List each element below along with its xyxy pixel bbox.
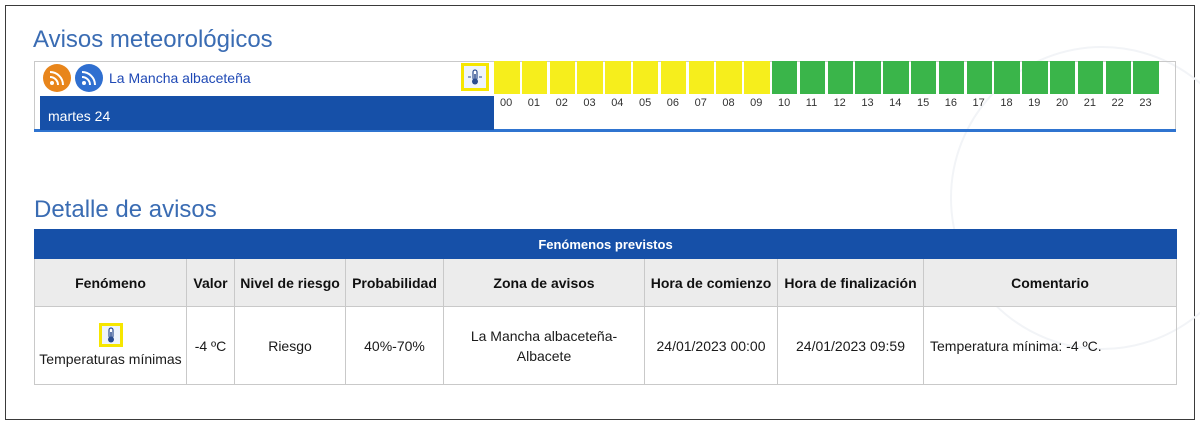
avisos-title: Avisos meteorológicos: [33, 26, 273, 53]
hour-cell-02[interactable]: [549, 61, 576, 94]
hour-cell-12[interactable]: [827, 61, 854, 94]
cell-valor: -4 ºC: [186, 306, 235, 385]
zone-link[interactable]: La Mancha albaceteña: [109, 70, 251, 86]
header-comentario: Comentario: [923, 258, 1177, 307]
header-valor: Valor: [186, 258, 235, 307]
header-nivel: Nivel de riesgo: [234, 258, 346, 307]
hour-cell-22[interactable]: [1105, 61, 1132, 94]
hour-label: 14: [889, 97, 902, 109]
hour-label: 10: [777, 97, 791, 109]
hour-label: 16: [944, 97, 957, 109]
header-comienzo: Hora de comienzo: [644, 258, 778, 307]
hour-cell-06[interactable]: [660, 61, 687, 94]
hour-label: 03: [583, 97, 596, 109]
hour-cell-07[interactable]: [688, 61, 715, 94]
hour-label: 02: [555, 97, 568, 109]
detalle-title: Detalle de avisos: [34, 196, 217, 223]
hour-cell-03[interactable]: [577, 61, 603, 94]
cell-zona: La Mancha albaceteña-Albacete: [443, 306, 645, 385]
hour-label: 00: [500, 97, 513, 109]
hour-cell-20[interactable]: [1049, 61, 1076, 94]
hour-cell-05[interactable]: [632, 61, 659, 94]
hour-label: 22: [1111, 97, 1124, 109]
fenomeno-label: Temperaturas mínimas: [39, 350, 182, 367]
hour-cell-10[interactable]: [771, 61, 798, 94]
day-bar: martes 24: [40, 96, 494, 130]
hour-cell-14[interactable]: [883, 61, 909, 94]
hour-label: 18: [1000, 97, 1013, 109]
hour-cell-09[interactable]: [744, 61, 770, 94]
zone-row: La Mancha albaceteña: [43, 63, 251, 93]
hour-cell-21[interactable]: [1077, 61, 1104, 94]
hour-label: 15: [916, 97, 930, 109]
hour-cell-23[interactable]: [1133, 61, 1159, 94]
hour-cell-18[interactable]: [994, 61, 1020, 94]
hour-label: 11: [805, 97, 818, 109]
hour-label: 13: [861, 97, 874, 109]
hour-cell-08[interactable]: [716, 61, 742, 94]
hour-label: 23: [1139, 97, 1152, 109]
hourly-warning-cells: [494, 61, 1161, 95]
header-zona: Zona de avisos: [443, 258, 645, 307]
hour-label: 05: [638, 97, 652, 109]
hour-cell-13[interactable]: [855, 61, 881, 94]
hour-label: 04: [611, 97, 624, 109]
rss-blue-icon[interactable]: [75, 64, 103, 92]
hour-label: 06: [666, 97, 680, 109]
cell-nivel: Riesgo: [234, 306, 346, 385]
hour-label: 01: [527, 97, 541, 109]
hour-label: 20: [1055, 97, 1069, 109]
hour-label: 09: [750, 97, 763, 109]
table-row: Temperaturas mínimas -4 ºC Riesgo 40%-70…: [34, 306, 1177, 385]
hour-cell-11[interactable]: [799, 61, 826, 94]
hour-label: 08: [722, 97, 735, 109]
header-fenomeno: Fenómeno: [34, 258, 187, 307]
table-caption: Fenómenos previstos: [34, 229, 1177, 259]
hour-label: 17: [972, 97, 985, 109]
thermometer-icon[interactable]: [461, 63, 489, 91]
hour-cell-16[interactable]: [938, 61, 965, 94]
thermometer-icon: [98, 322, 123, 347]
hour-cell-04[interactable]: [605, 61, 631, 94]
cell-comentario: Temperatura mínima: -4 ºC.: [923, 306, 1177, 385]
header-probabilidad: Probabilidad: [345, 258, 444, 307]
cell-probabilidad: 40%-70%: [345, 306, 444, 385]
hour-cell-15[interactable]: [910, 61, 937, 94]
hour-cell-01[interactable]: [521, 61, 548, 94]
hour-label: 12: [833, 97, 846, 109]
warnings-table: Fenómenos previstos Fenómeno Valor Nivel…: [34, 229, 1177, 385]
timeline-strip: [34, 61, 1176, 132]
hour-cell-00[interactable]: [494, 61, 520, 94]
hour-label: 19: [1028, 97, 1041, 109]
cell-fenomeno: Temperaturas mínimas: [34, 306, 187, 385]
hour-label: 21: [1083, 97, 1096, 109]
cell-fin: 24/01/2023 09:59: [777, 306, 924, 385]
hour-cell-17[interactable]: [966, 61, 993, 94]
cell-comienzo: 24/01/2023 00:00: [644, 306, 778, 385]
timeline-bottom-line: [34, 129, 1176, 132]
rss-orange-icon[interactable]: [43, 64, 71, 92]
header-fin: Hora de finalización: [777, 258, 924, 307]
hour-label: 07: [694, 97, 707, 109]
hour-cell-19[interactable]: [1022, 61, 1048, 94]
hour-labels: 00 01 02 03 04 05 06 07 08 09 10 11 12 13 14 15 16 17 18 19…: [494, 97, 1161, 109]
